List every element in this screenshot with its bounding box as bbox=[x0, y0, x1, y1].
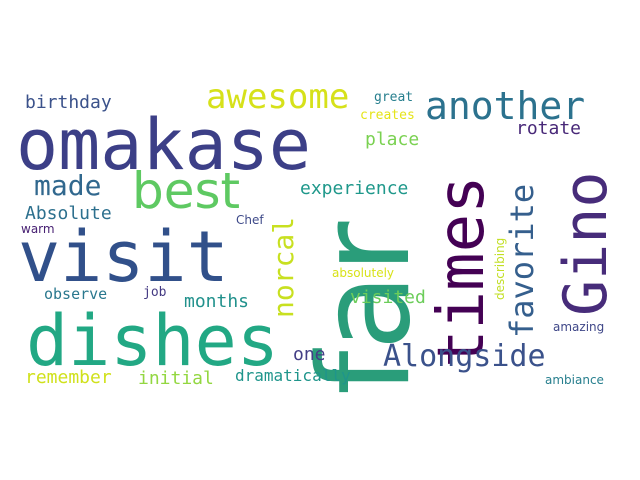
word-absolute: Absolute bbox=[25, 203, 112, 224]
word-place: place bbox=[365, 129, 420, 150]
word-describing: describing bbox=[493, 237, 507, 300]
word-job: job bbox=[143, 285, 167, 300]
word-one: one bbox=[293, 344, 326, 365]
word-great: great bbox=[374, 90, 414, 105]
word-months: months bbox=[184, 291, 250, 312]
word-absolutely: absolutely bbox=[332, 266, 395, 280]
word-birthday: birthday bbox=[25, 92, 112, 113]
word-rotate: rotate bbox=[516, 118, 582, 139]
word-best: best bbox=[132, 162, 241, 220]
word-chef: Chef bbox=[236, 213, 264, 227]
word-norcal: norcal bbox=[267, 216, 300, 318]
word-favorite: favorite bbox=[503, 183, 541, 338]
word-alongside: Alongside bbox=[383, 339, 546, 374]
word-made: made bbox=[34, 169, 102, 202]
word-amazing: amazing bbox=[553, 320, 605, 334]
word-ambiance: ambiance bbox=[545, 373, 604, 387]
word-observe: observe bbox=[44, 285, 108, 303]
word-dramatically: dramatically bbox=[235, 366, 351, 385]
word-gino: Gino bbox=[551, 171, 621, 317]
word-awesome: awesome bbox=[206, 77, 350, 117]
word-visit: visit bbox=[18, 216, 229, 298]
word-visited: visited bbox=[350, 287, 426, 308]
word-experience: experience bbox=[300, 178, 409, 199]
word-remember: remember bbox=[25, 367, 112, 388]
word-another: another bbox=[425, 84, 586, 128]
word-creates: creates bbox=[360, 108, 415, 123]
word-omakase: omakase bbox=[16, 104, 312, 186]
word-initial: initial bbox=[138, 368, 214, 389]
word-warm: warm bbox=[21, 222, 55, 236]
word-dishes: dishes bbox=[26, 300, 279, 382]
